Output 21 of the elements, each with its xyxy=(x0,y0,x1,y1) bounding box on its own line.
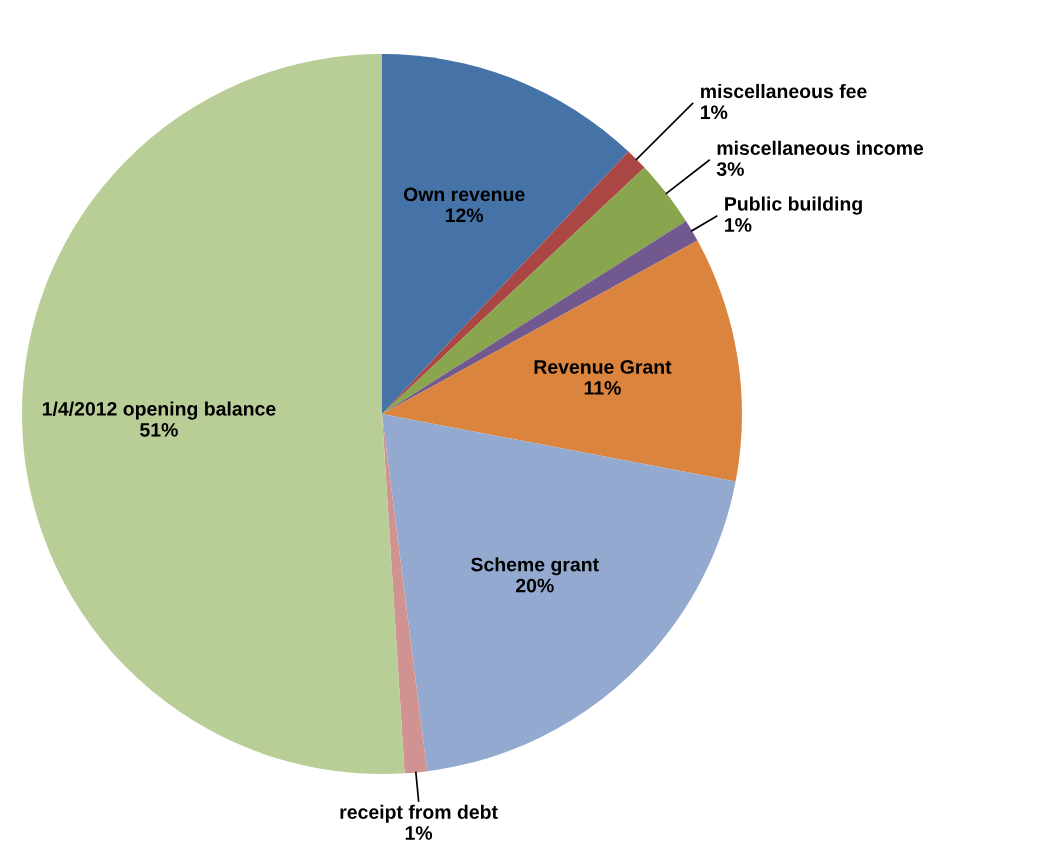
data-label: 3% xyxy=(716,162,744,176)
slice-label: receipt from debt xyxy=(340,804,498,823)
slice-label: miscellaneous fee xyxy=(701,83,867,99)
slice-label: Own revenue xyxy=(403,187,525,202)
data-label: 1% xyxy=(405,826,433,840)
slice-label: Revenue Grant xyxy=(534,360,672,374)
data-label: 1% xyxy=(700,105,728,120)
data-label: 51% xyxy=(140,423,178,437)
data-label: 12% xyxy=(445,208,484,223)
slice-label: miscellaneous income xyxy=(717,140,924,155)
slice-label: Scheme grant xyxy=(471,557,599,576)
pie-slice xyxy=(22,54,405,774)
data-label: 11% xyxy=(584,381,621,395)
pie-slice xyxy=(382,167,686,414)
data-label: 1% xyxy=(725,218,752,232)
slice-label: 1/4/2012 opening balance xyxy=(42,401,276,420)
slice-label: Public building xyxy=(725,196,862,215)
data-label: 20% xyxy=(516,578,554,593)
pie-slice xyxy=(382,221,698,414)
pie-slice xyxy=(382,414,736,772)
pie-slice xyxy=(382,240,742,482)
